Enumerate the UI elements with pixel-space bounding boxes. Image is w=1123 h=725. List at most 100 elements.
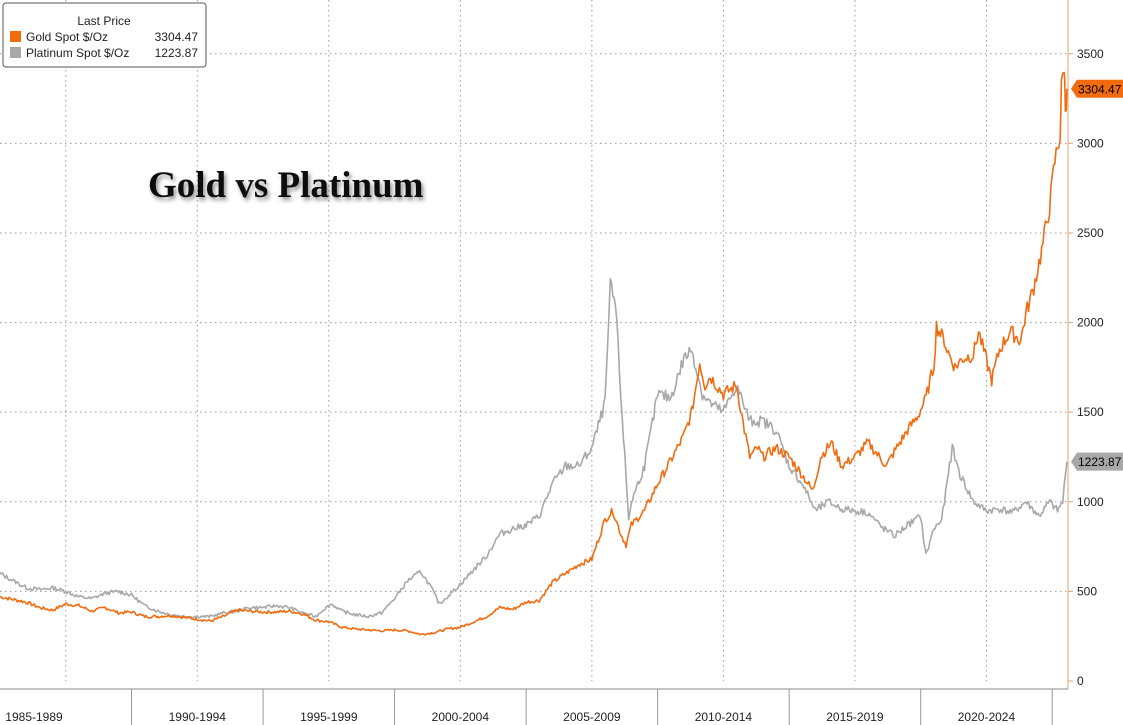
legend-header: Last Price xyxy=(77,14,131,28)
platinum-point xyxy=(854,510,856,512)
gold-point xyxy=(886,465,888,467)
platinum-point xyxy=(683,358,685,360)
platinum-point xyxy=(460,583,462,585)
gold-point xyxy=(407,630,409,632)
gold-point xyxy=(552,582,554,584)
platinum-point xyxy=(631,501,633,503)
platinum-point xyxy=(420,571,422,573)
gold-point xyxy=(578,564,580,566)
gold-point xyxy=(775,447,777,449)
gold-point xyxy=(744,429,746,431)
gold-point xyxy=(1033,286,1035,288)
y-tick-label: 1500 xyxy=(1077,405,1104,419)
legend-value-platinum: 1223.87 xyxy=(155,46,199,60)
gold-point xyxy=(1009,331,1011,333)
platinum-point xyxy=(723,411,725,413)
gold-point xyxy=(144,616,146,618)
gold-point xyxy=(302,613,304,615)
gold-point xyxy=(381,630,383,632)
platinum-point xyxy=(118,591,120,593)
platinum-point xyxy=(1012,512,1014,514)
platinum-point xyxy=(381,612,383,614)
series-line-gold xyxy=(0,71,1068,636)
gold-point xyxy=(446,628,448,630)
platinum-point xyxy=(644,465,646,467)
platinum-point xyxy=(131,594,133,596)
platinum-point xyxy=(1057,510,1059,512)
platinum-point xyxy=(1025,501,1027,503)
platinum-point xyxy=(439,603,441,605)
x-tick-label: 1985-1989 xyxy=(5,710,63,724)
platinum-point xyxy=(367,616,369,618)
gold-point xyxy=(723,393,725,395)
platinum-point xyxy=(196,616,198,618)
x-tick-label: 2015-2019 xyxy=(826,710,884,724)
platinum-point xyxy=(762,420,764,422)
gold-point xyxy=(460,626,462,628)
gold-point xyxy=(1061,89,1063,91)
gold-point xyxy=(341,626,343,628)
gold-point xyxy=(854,456,856,458)
gold-point xyxy=(591,558,593,560)
platinum-point xyxy=(999,508,1001,510)
gold-point xyxy=(604,519,606,521)
series-layer xyxy=(0,62,1068,636)
gold-point xyxy=(991,379,993,381)
gold-point xyxy=(709,376,711,378)
badge-gold: 3304.47 xyxy=(1071,79,1123,98)
series-line-platinum xyxy=(0,277,1068,619)
gold-point xyxy=(1063,62,1065,64)
gold-point xyxy=(433,632,435,634)
x-tick-label: 2010-2014 xyxy=(695,710,753,724)
gold-point xyxy=(917,415,919,417)
platinum-point xyxy=(951,447,953,449)
gold-point xyxy=(183,617,185,619)
platinum-point xyxy=(615,304,617,306)
gold-point xyxy=(625,544,627,546)
platinum-point xyxy=(565,465,567,467)
gold-point xyxy=(978,331,980,333)
platinum-point xyxy=(512,528,514,530)
platinum-point xyxy=(12,580,14,582)
legend-box xyxy=(2,2,207,68)
gold-point xyxy=(620,533,622,535)
gold-point xyxy=(236,609,238,611)
platinum-point xyxy=(144,605,146,607)
gold-point xyxy=(499,607,501,609)
platinum-point xyxy=(323,609,325,611)
gold-point xyxy=(1041,250,1043,252)
gold-point xyxy=(612,510,614,512)
platinum-point xyxy=(52,587,54,589)
x-tick-label: 2020-2024 xyxy=(958,710,1016,724)
platinum-point xyxy=(828,501,830,503)
gold-point xyxy=(262,611,264,613)
platinum-point xyxy=(157,610,159,612)
gold-point xyxy=(538,600,540,602)
platinum-point xyxy=(407,580,409,582)
gold-point xyxy=(52,609,54,611)
platinum-point xyxy=(802,483,804,485)
gold-point xyxy=(525,601,527,603)
gold-point xyxy=(644,510,646,512)
gold-point xyxy=(1065,107,1067,109)
platinum-point xyxy=(941,519,943,521)
gold-point xyxy=(925,397,927,399)
platinum-point xyxy=(499,533,501,535)
platinum-point xyxy=(604,402,606,404)
platinum-point xyxy=(1062,501,1064,503)
gold-point xyxy=(841,465,843,467)
gold-point xyxy=(699,361,701,363)
gold-point xyxy=(565,573,567,575)
badge-shape xyxy=(1071,452,1123,471)
platinum-point xyxy=(657,393,659,395)
platinum-point xyxy=(591,447,593,449)
platinum-point xyxy=(578,465,580,467)
platinum-point xyxy=(354,614,356,616)
gold-point xyxy=(670,460,672,462)
gold-point xyxy=(757,447,759,449)
gold-point xyxy=(249,610,251,612)
platinum-point xyxy=(431,587,433,589)
x-axis: 1985-1989 1990-1994 1995-1999 2000-2004 2005… xyxy=(0,688,1068,725)
platinum-point xyxy=(473,569,475,571)
platinum-point xyxy=(1038,515,1040,517)
